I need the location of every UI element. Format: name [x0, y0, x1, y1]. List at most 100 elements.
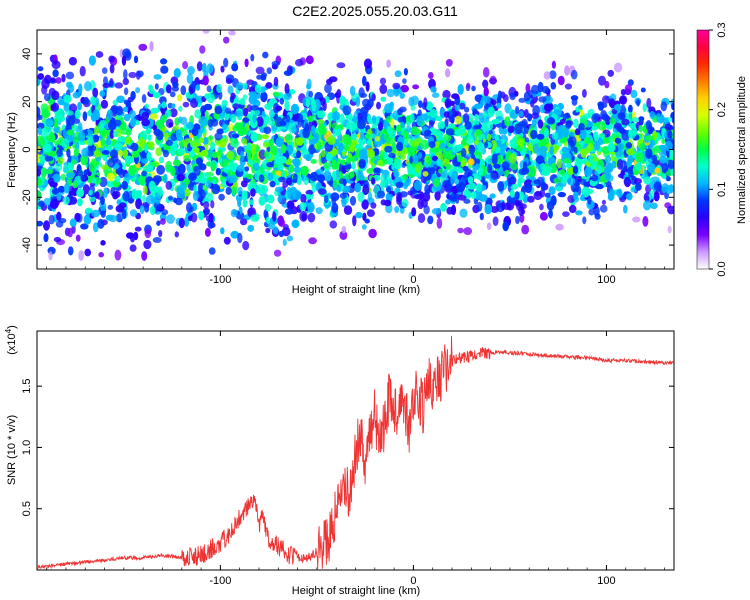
- spectrogram-cell: [247, 224, 255, 232]
- spectrogram-cell: [139, 205, 145, 215]
- spectrogram-cell: [38, 114, 43, 120]
- spectrogram-cell: [467, 158, 475, 166]
- spectrogram-cell: [145, 164, 154, 173]
- spectrogram-cell: [349, 85, 356, 96]
- spectrogram-cell: [172, 159, 181, 167]
- spectrogram-cell: [607, 69, 614, 77]
- spectrogram-cell: [310, 159, 317, 164]
- spectrogram-cell: [591, 113, 599, 124]
- spectrogram-cell: [343, 164, 352, 170]
- spectrogram-cell: [267, 194, 275, 204]
- spectrogram-cell: [200, 124, 205, 134]
- spectrogram-cell: [559, 118, 566, 125]
- spectrogram-cell: [331, 111, 341, 121]
- spectrogram-cell: [237, 232, 243, 244]
- spectrogram-cell: [242, 199, 248, 208]
- spectrogram-cell: [431, 92, 440, 98]
- spectrogram-cell: [112, 191, 119, 200]
- spectrogram-cell: [633, 178, 643, 185]
- spectrogram-cell: [615, 189, 623, 196]
- spectrogram-cell: [92, 87, 99, 98]
- spectrogram-cell: [362, 212, 367, 221]
- spectrogram-cell: [429, 109, 438, 118]
- spectrogram-cell: [303, 176, 309, 186]
- spectrogram-cell: [173, 68, 181, 78]
- spectrogram-cell: [609, 117, 617, 125]
- spectrogram-cell: [352, 132, 357, 141]
- spectrogram-cell: [558, 169, 566, 175]
- spectrogram-cell: [123, 99, 129, 105]
- spectrogram-cell: [155, 147, 163, 157]
- spectrogram-cell: [226, 151, 235, 160]
- spectrogram-cell: [546, 117, 556, 125]
- spectrogram-cell: [590, 174, 599, 182]
- spectrogram-cell: [479, 100, 484, 108]
- spectrogram-cell: [414, 164, 421, 174]
- spectrogram-cell: [308, 90, 314, 98]
- spectrogram-cell: [648, 190, 655, 200]
- spectrogram-cell: [47, 169, 54, 175]
- spectrogram-cell: [244, 58, 249, 68]
- spectrogram-cell: [37, 178, 43, 186]
- spectrogram-cell: [300, 193, 307, 204]
- spectrogram-cell: [117, 149, 123, 157]
- spectrogram-panel: -100 0 100 -40 -20 0 20 40 Frequency (Hz) Heigh…: [6, 29, 675, 296]
- spectrogram-cell: [549, 70, 557, 80]
- spectrogram-cell: [155, 119, 165, 129]
- spectrogram-cell: [543, 165, 553, 173]
- spectrogram-cell: [153, 175, 162, 184]
- spectrogram-cell: [342, 105, 352, 116]
- spectrogram-cell: [183, 154, 192, 162]
- spectrogram-cell: [50, 198, 59, 210]
- spectrogram-cell: [531, 112, 539, 119]
- snr-y-multiplier: (x104): [4, 325, 18, 355]
- spectrogram-cell: [40, 103, 49, 112]
- spectrogram-cell: [136, 70, 144, 78]
- spectrogram-cell: [47, 177, 55, 186]
- spectrogram-cell: [560, 177, 568, 184]
- spectrogram-cell: [141, 94, 147, 103]
- spectrogram-cell: [367, 192, 373, 201]
- spectrogram-cell: [331, 202, 339, 214]
- spectrogram-cell: [77, 101, 82, 111]
- spectrogram-cell: [280, 144, 287, 154]
- spectrogram-cell: [331, 159, 337, 168]
- spectrogram-cell: [527, 113, 533, 122]
- spectrogram-cell: [66, 129, 75, 136]
- spectrogram-cell: [446, 206, 454, 215]
- spectrogram-cell: [351, 162, 356, 170]
- spectrogram-cell: [386, 59, 391, 68]
- spectrogram-cell: [645, 135, 654, 141]
- spectrogram-cell: [567, 176, 576, 186]
- spectrogram-cell: [650, 176, 660, 182]
- spectrogram-cell: [537, 119, 544, 129]
- spectrogram-cell: [164, 109, 172, 118]
- spectrogram-cell: [638, 116, 645, 122]
- spectrogram-cell: [293, 166, 302, 173]
- spectrogram-cell: [527, 195, 535, 203]
- spectrogram-y-tick-label: -40: [21, 237, 33, 253]
- spectrogram-cell: [476, 142, 485, 149]
- spectrogram-cell: [223, 57, 229, 68]
- spectrogram-cell: [250, 143, 256, 152]
- spectrogram-cell: [470, 191, 477, 200]
- spectrogram-cell: [584, 168, 593, 177]
- spectrogram-cell: [134, 226, 142, 232]
- spectrogram-cell: [484, 203, 493, 215]
- spectrogram-cell: [199, 45, 206, 54]
- spectrogram-cell: [170, 132, 178, 142]
- spectrogram-cell: [43, 233, 49, 243]
- spectrogram-cell: [408, 96, 415, 107]
- spectrogram-cell: [135, 198, 143, 210]
- spectrogram-cell: [308, 237, 317, 245]
- spectrogram-cell: [340, 159, 346, 166]
- spectrogram-cell: [323, 170, 332, 182]
- spectrogram-cell: [357, 170, 364, 181]
- spectrogram-cell: [506, 173, 515, 183]
- spectrogram-cell: [524, 137, 530, 143]
- spectrogram-cell: [191, 127, 199, 137]
- spectrogram-cell: [367, 149, 375, 159]
- spectrogram-cell: [72, 91, 81, 99]
- spectrogram-cell: [454, 115, 462, 125]
- spectrogram-x-tick-label: -100: [209, 274, 231, 286]
